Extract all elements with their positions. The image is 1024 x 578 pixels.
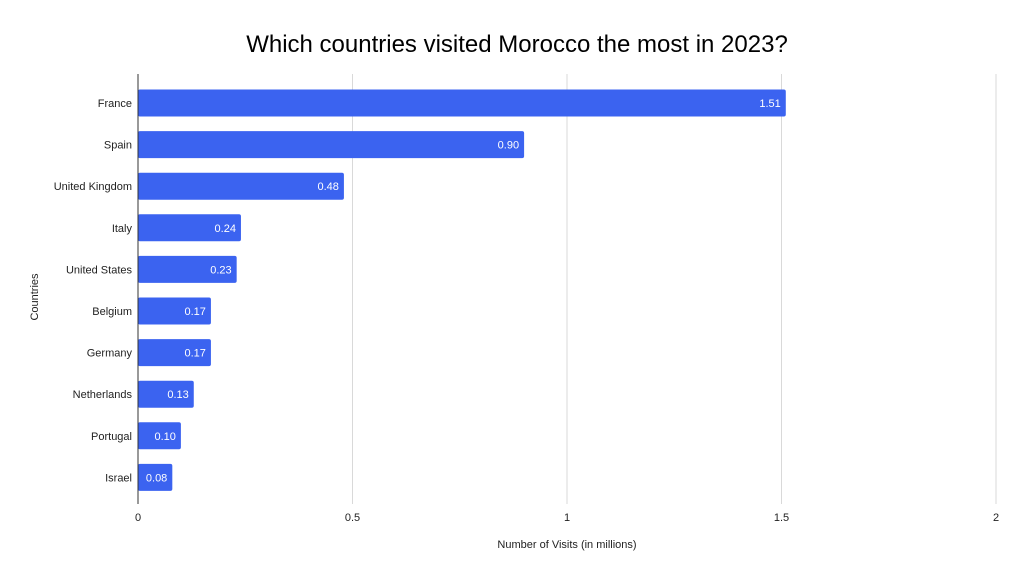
x-tick-label: 1 xyxy=(564,512,570,524)
category-label: Germany xyxy=(87,348,133,360)
category-label: Italy xyxy=(112,223,133,235)
category-labels: France Spain United Kingdom Italy United Sta… xyxy=(54,98,133,484)
bar xyxy=(138,89,786,117)
grid-lines xyxy=(352,74,997,504)
bar-value-label: 0.10 xyxy=(154,431,175,443)
category-label: France xyxy=(98,98,132,110)
bar xyxy=(138,463,173,491)
bar xyxy=(138,339,211,367)
category-label: Portugal xyxy=(91,431,132,443)
bars: 1.51 0.90 0.48 0.24 0.23 0.17 0.17 0.13 0.10 0.08 xyxy=(138,89,786,491)
x-tick-label: 0.5 xyxy=(345,512,360,524)
x-tick-labels: 0 0.5 1 1.5 2 xyxy=(135,512,999,524)
bar xyxy=(138,380,194,408)
chart-title: Which countries visited Morocco the most… xyxy=(246,31,788,58)
y-axis-title: Countries xyxy=(29,273,41,321)
bar-value-label: 0.17 xyxy=(185,306,206,318)
bar xyxy=(138,255,237,283)
bar-value-label: 1.51 xyxy=(759,98,780,110)
x-tick-label: 2 xyxy=(993,512,999,524)
category-label: Israel xyxy=(105,472,132,484)
bar-value-label: 0.23 xyxy=(210,264,231,276)
bar xyxy=(138,214,241,242)
bar-value-label: 0.08 xyxy=(146,472,167,484)
bar-value-label: 0.24 xyxy=(215,223,236,235)
category-label: Netherlands xyxy=(73,389,133,401)
x-tick-label: 0 xyxy=(135,512,141,524)
category-label: Spain xyxy=(104,140,132,152)
x-tick-label: 1.5 xyxy=(774,512,789,524)
category-label: Belgium xyxy=(92,306,132,318)
bar-value-label: 0.17 xyxy=(185,348,206,360)
bar xyxy=(138,172,344,200)
bar-value-label: 0.13 xyxy=(167,389,188,401)
category-label: United Kingdom xyxy=(54,181,132,193)
bar-value-label: 0.90 xyxy=(498,140,519,152)
bar xyxy=(138,297,211,325)
bar-value-label: 0.48 xyxy=(317,181,338,193)
category-label: United States xyxy=(66,264,133,276)
bar xyxy=(138,422,181,450)
x-axis-title: Number of Visits (in millions) xyxy=(497,539,636,551)
bar xyxy=(138,131,525,159)
